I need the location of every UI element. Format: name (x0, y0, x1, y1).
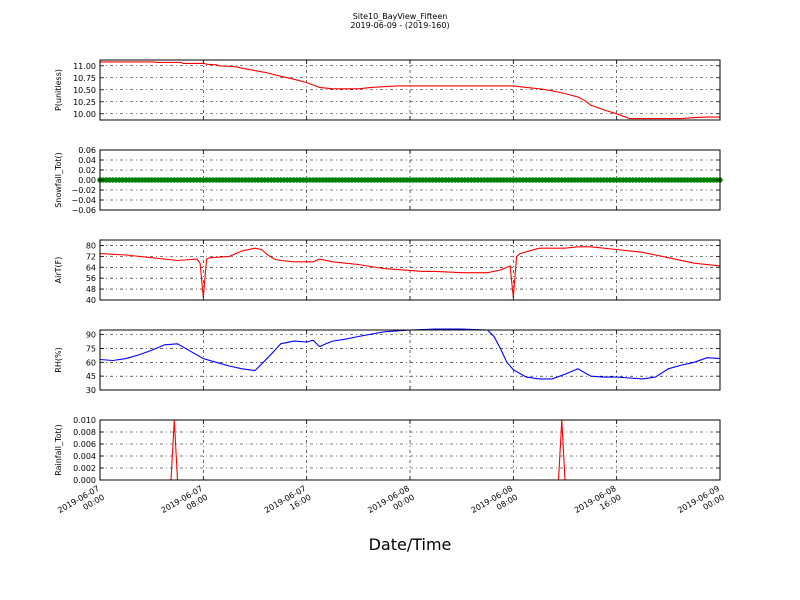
y-tick-label: 40 (86, 296, 96, 305)
y-tick-label: 0.00 (78, 176, 96, 185)
y-tick-label: 48 (86, 285, 96, 294)
y-tick-label: 0.000 (73, 476, 96, 485)
series-line (99, 246, 721, 298)
subplot-2: −0.06−0.04−0.020.000.020.040.06 Snowfall_… (54, 146, 723, 215)
y-tick-label: 72 (86, 252, 96, 261)
y-tick-label: 0.002 (73, 464, 96, 473)
y-tick-label: 10.75 (73, 74, 96, 83)
y-tick-label: −0.04 (71, 196, 96, 205)
y-tick-label: 11.00 (73, 62, 96, 71)
y-axis-label: AirT(F) (54, 257, 63, 284)
y-tick-label: 0.008 (73, 428, 96, 437)
y-axis-label: RH(%) (54, 347, 63, 372)
y-tick-label: −0.06 (71, 206, 96, 215)
y-tick-label: 0.010 (73, 416, 96, 425)
y-tick-label: 0.006 (73, 440, 96, 449)
subplots: 10.00 10.25 10.50 10.75 11.00 P(unitless) −0.0… (54, 59, 726, 524)
y-axis-label: P(unitless) (54, 69, 63, 111)
subplot-4: 30 45 60 75 90 RH(%) (54, 328, 721, 395)
series-line (100, 61, 720, 120)
x-tick-label: 2019-06-0816:00 (573, 484, 623, 524)
figure-title: Site10_BayView_Fifteen (353, 12, 448, 21)
y-tick-label: 10.25 (73, 98, 96, 107)
y-tick-label: 60 (86, 358, 96, 367)
y-tick-label: 80 (86, 241, 96, 250)
series-line (99, 328, 721, 380)
y-tick-label: 75 (86, 344, 96, 353)
y-tick-label: 45 (86, 372, 96, 381)
x-tick-label: 2019-06-0808:00 (470, 484, 520, 524)
figure-subtitle: 2019-06-09 - (2019-160) (350, 21, 449, 30)
y-tick-label: 0.02 (78, 166, 96, 175)
x-tick-label: 2019-06-0900:00 (676, 484, 726, 524)
subplot-1: 10.00 10.25 10.50 10.75 11.00 P(unitless) (54, 59, 721, 121)
y-tick-label: 90 (86, 331, 96, 340)
x-tick-label: 2019-06-0800:00 (366, 484, 416, 524)
y-tick-label: 56 (86, 274, 96, 283)
x-tick-label: 2019-06-0700:00 (56, 484, 106, 524)
y-tick-label: 0.004 (73, 452, 96, 461)
y-tick-label: 30 (86, 386, 96, 395)
y-tick-label: 0.06 (78, 146, 96, 155)
x-tick-label: 2019-06-0716:00 (263, 484, 313, 524)
y-tick-label: 0.04 (78, 156, 96, 165)
x-tick-labels: 2019-06-0700:00 2019-06-0708:00 2019-06-07… (56, 484, 726, 524)
subplot-5: 0.000 0.002 0.004 0.006 0.008 0.010 Rainfall_T… (54, 416, 721, 485)
y-tick-label: −0.02 (71, 186, 96, 195)
y-tick-label: 64 (86, 263, 96, 272)
x-axis-label: Date/Time (369, 535, 452, 554)
y-axis-label: Snowfall_Tot() (54, 152, 63, 208)
y-axis-label: Rainfall_Tot() (54, 424, 63, 476)
x-tick-label: 2019-06-0708:00 (160, 484, 210, 524)
y-tick-label: 10.50 (73, 86, 96, 95)
series-markers (97, 177, 723, 183)
y-tick-label: 10.00 (73, 110, 96, 119)
subplot-3: 40 48 56 64 72 80 AirT(F) (54, 239, 721, 305)
